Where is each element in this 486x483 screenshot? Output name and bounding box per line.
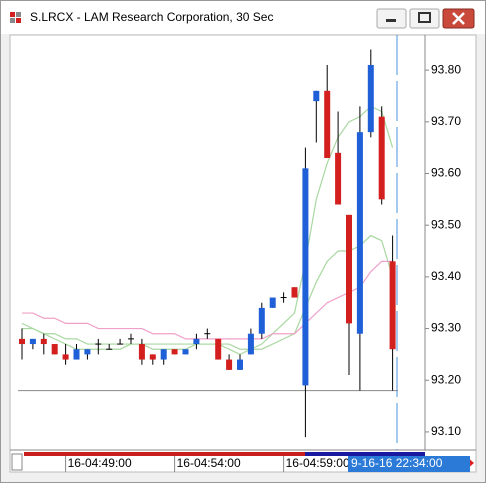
y-tick-label: 93.10	[431, 424, 461, 438]
candle-body	[40, 338, 47, 345]
candle-body	[389, 261, 396, 350]
y-tick-label: 93.60	[431, 166, 461, 180]
candle-body	[84, 349, 91, 355]
candle-body	[73, 349, 80, 360]
candle-body	[29, 338, 36, 345]
candle-body	[356, 132, 363, 334]
y-tick-label: 93.70	[431, 114, 461, 128]
window-title: S.LRCX - LAM Research Corporation, 30 Se…	[30, 10, 273, 24]
moving-average-line	[22, 234, 394, 350]
candle-body	[335, 152, 342, 205]
candle-body	[19, 338, 25, 345]
cursor-label-box	[348, 456, 470, 472]
candle-body	[193, 338, 200, 345]
scroll-thumb[interactable]	[305, 452, 425, 456]
x-tick-label: 16-04:49:00	[68, 456, 132, 470]
candle-body	[302, 168, 309, 386]
y-tick-label: 93.30	[431, 321, 461, 335]
app-icon	[10, 12, 21, 23]
candle-body	[51, 344, 58, 355]
chart-area	[9, 34, 477, 473]
candle-body	[367, 64, 374, 133]
close-button[interactable]	[442, 8, 475, 29]
restore-button[interactable]	[409, 8, 440, 29]
candle-body	[378, 116, 385, 200]
candle-body	[149, 354, 156, 360]
candle-body	[237, 359, 243, 370]
candle-body	[258, 307, 265, 334]
y-tick-label: 93.80	[431, 62, 461, 76]
candle-body	[291, 287, 298, 298]
candle-body	[346, 214, 352, 324]
candle-body	[62, 354, 69, 360]
candle-body	[247, 333, 254, 355]
minimize-button[interactable]	[376, 8, 407, 29]
scroll-track[interactable]	[24, 452, 425, 456]
y-tick-label: 93.50	[431, 217, 461, 231]
candle-body	[171, 349, 178, 355]
y-tick-label: 93.40	[431, 269, 461, 283]
candle-body	[269, 297, 276, 308]
cursor-label: 9-16-16 22:34:00	[351, 456, 443, 470]
candle-body	[226, 359, 233, 370]
candle-body	[313, 90, 320, 102]
candle-body	[324, 90, 331, 159]
candle-body	[182, 349, 189, 355]
candle-body	[138, 344, 145, 360]
x-tick-label: 16-04:54:00	[177, 456, 241, 470]
y-tick-label: 93.20	[431, 372, 461, 386]
scroll-handle[interactable]	[11, 453, 23, 471]
candle-body	[160, 349, 167, 360]
x-tick-label: 16-04:59:00	[286, 456, 350, 470]
candle-body	[215, 338, 222, 360]
